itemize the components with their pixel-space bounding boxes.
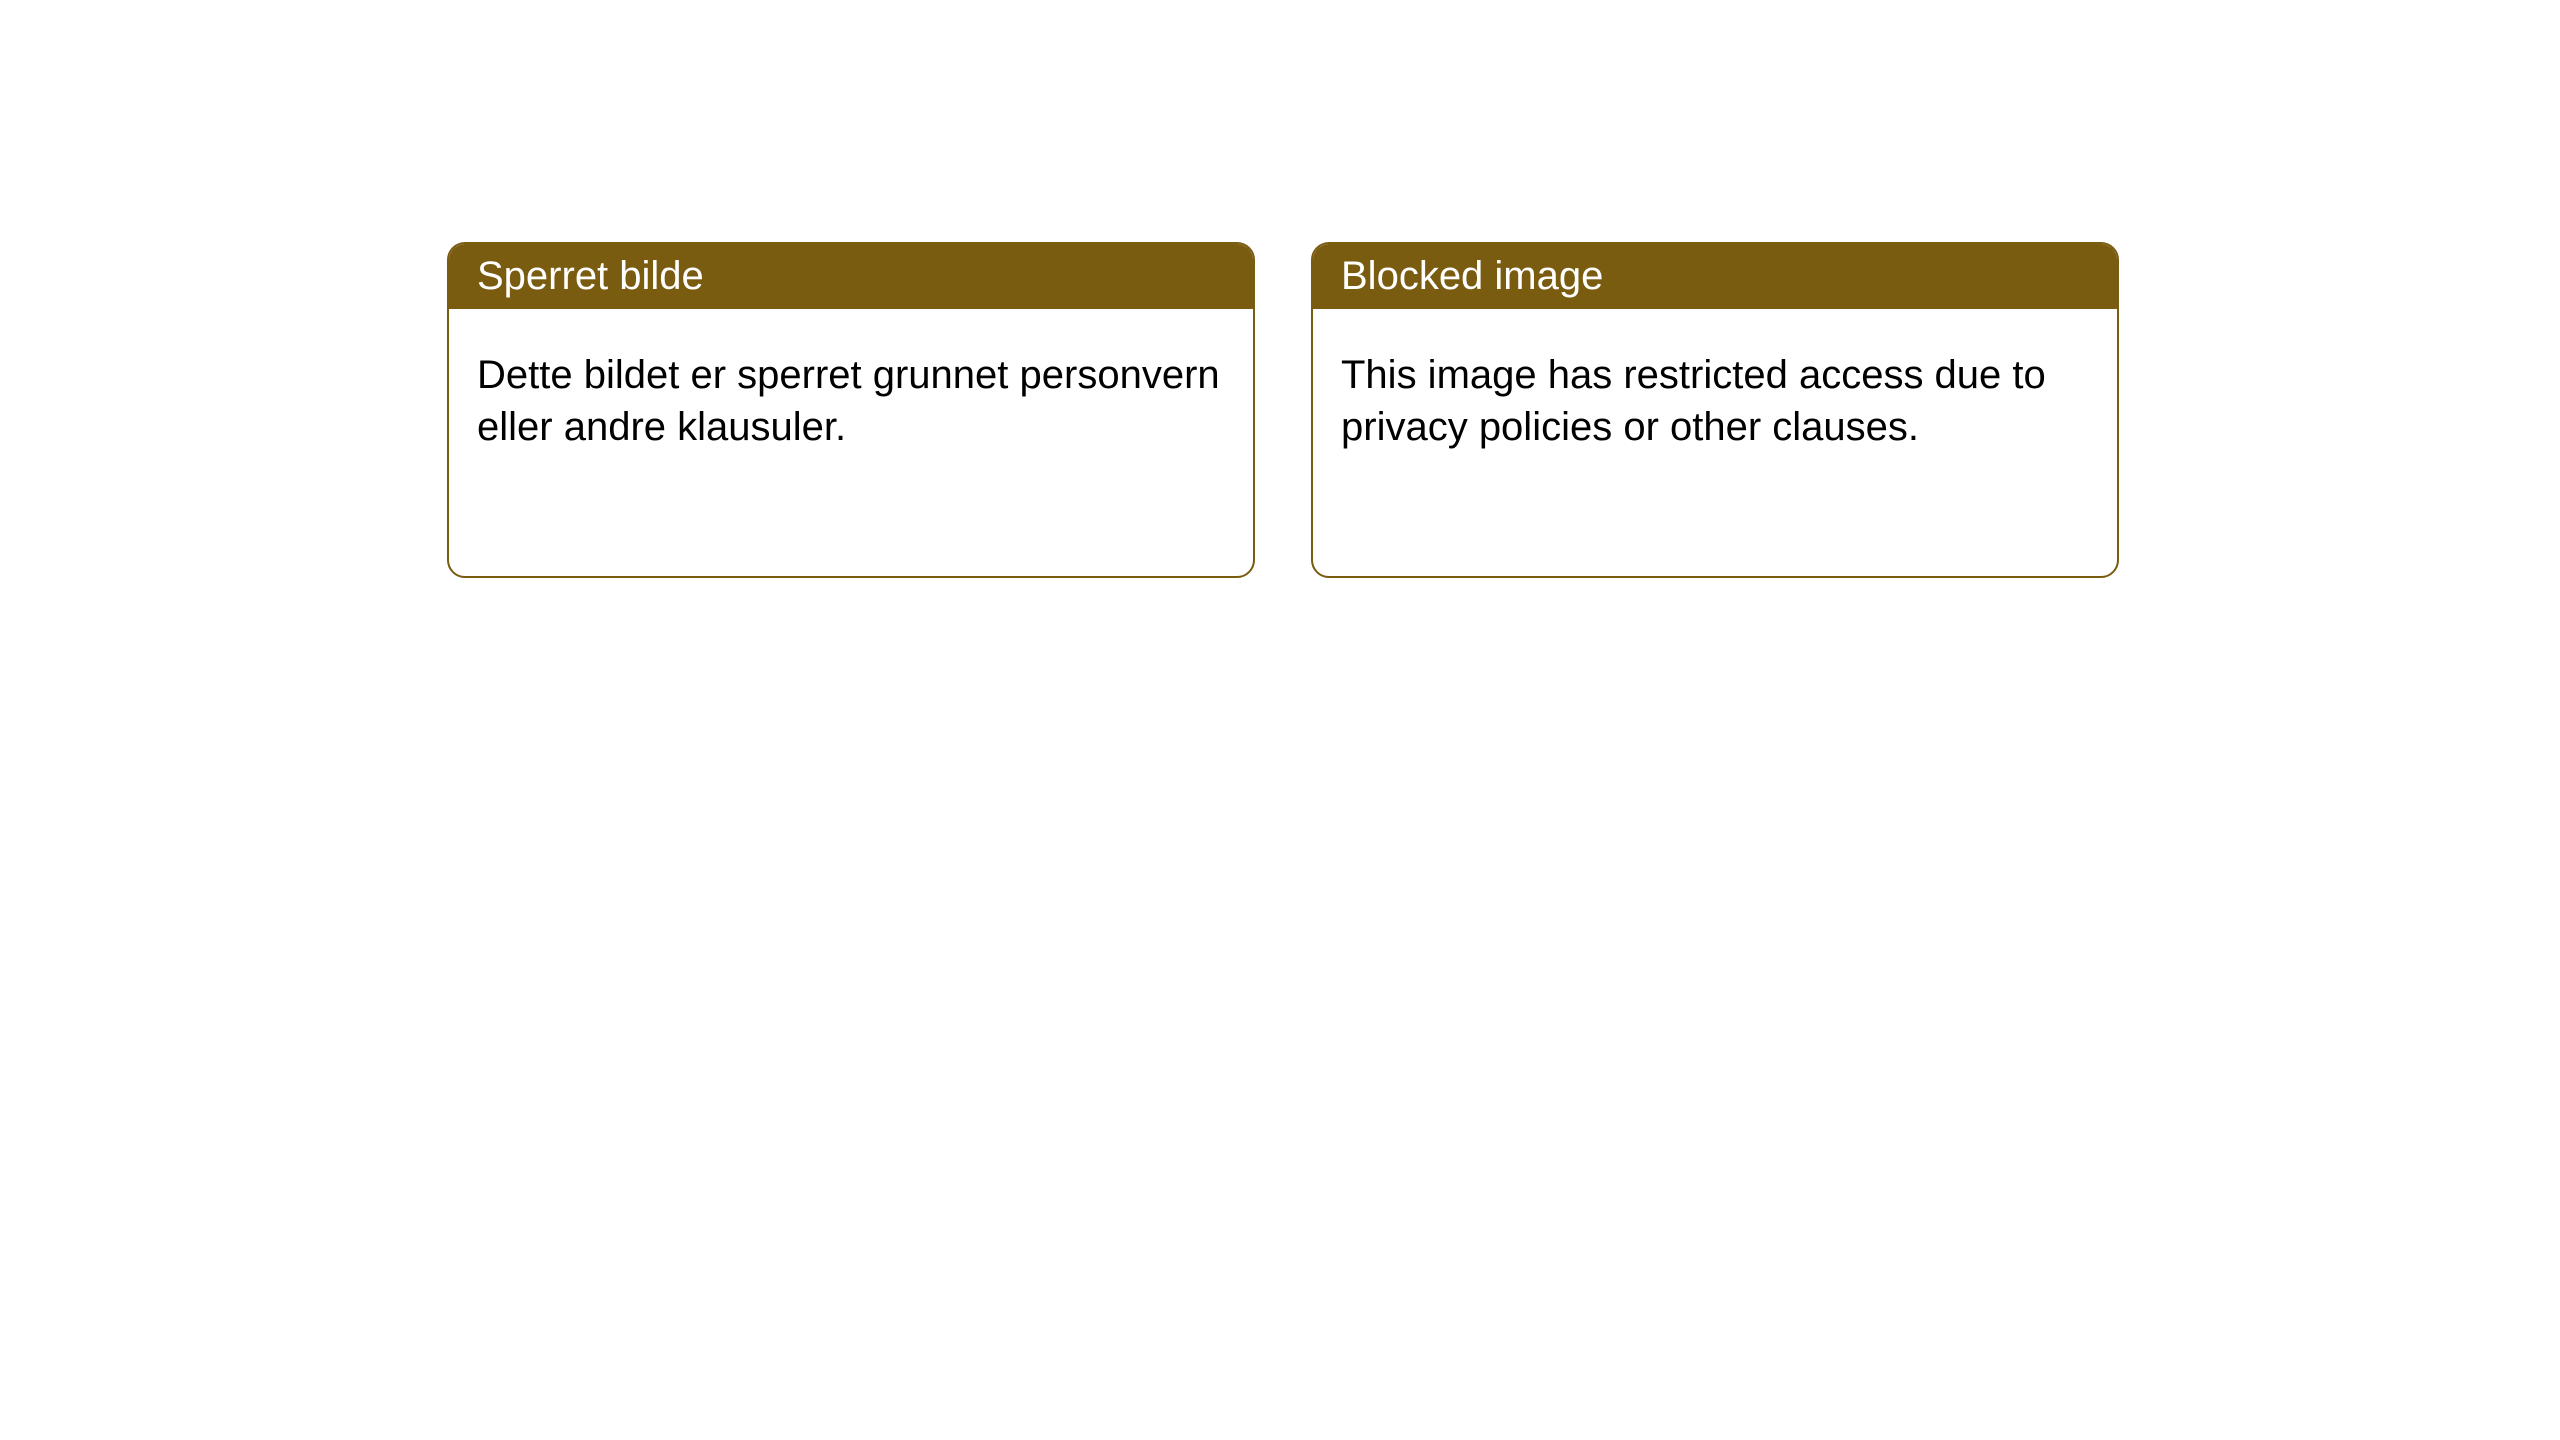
card-body: Dette bildet er sperret grunnet personve… — [449, 309, 1253, 493]
notice-cards-container: Sperret bilde Dette bildet er sperret gr… — [0, 0, 2560, 578]
notice-card-english: Blocked image This image has restricted … — [1311, 242, 2119, 578]
card-header: Sperret bilde — [449, 244, 1253, 309]
card-body-text: This image has restricted access due to … — [1341, 353, 2046, 449]
notice-card-norwegian: Sperret bilde Dette bildet er sperret gr… — [447, 242, 1255, 578]
card-header: Blocked image — [1313, 244, 2117, 309]
card-title: Sperret bilde — [477, 254, 704, 298]
card-title: Blocked image — [1341, 254, 1603, 298]
card-body-text: Dette bildet er sperret grunnet personve… — [477, 353, 1220, 449]
card-body: This image has restricted access due to … — [1313, 309, 2117, 493]
